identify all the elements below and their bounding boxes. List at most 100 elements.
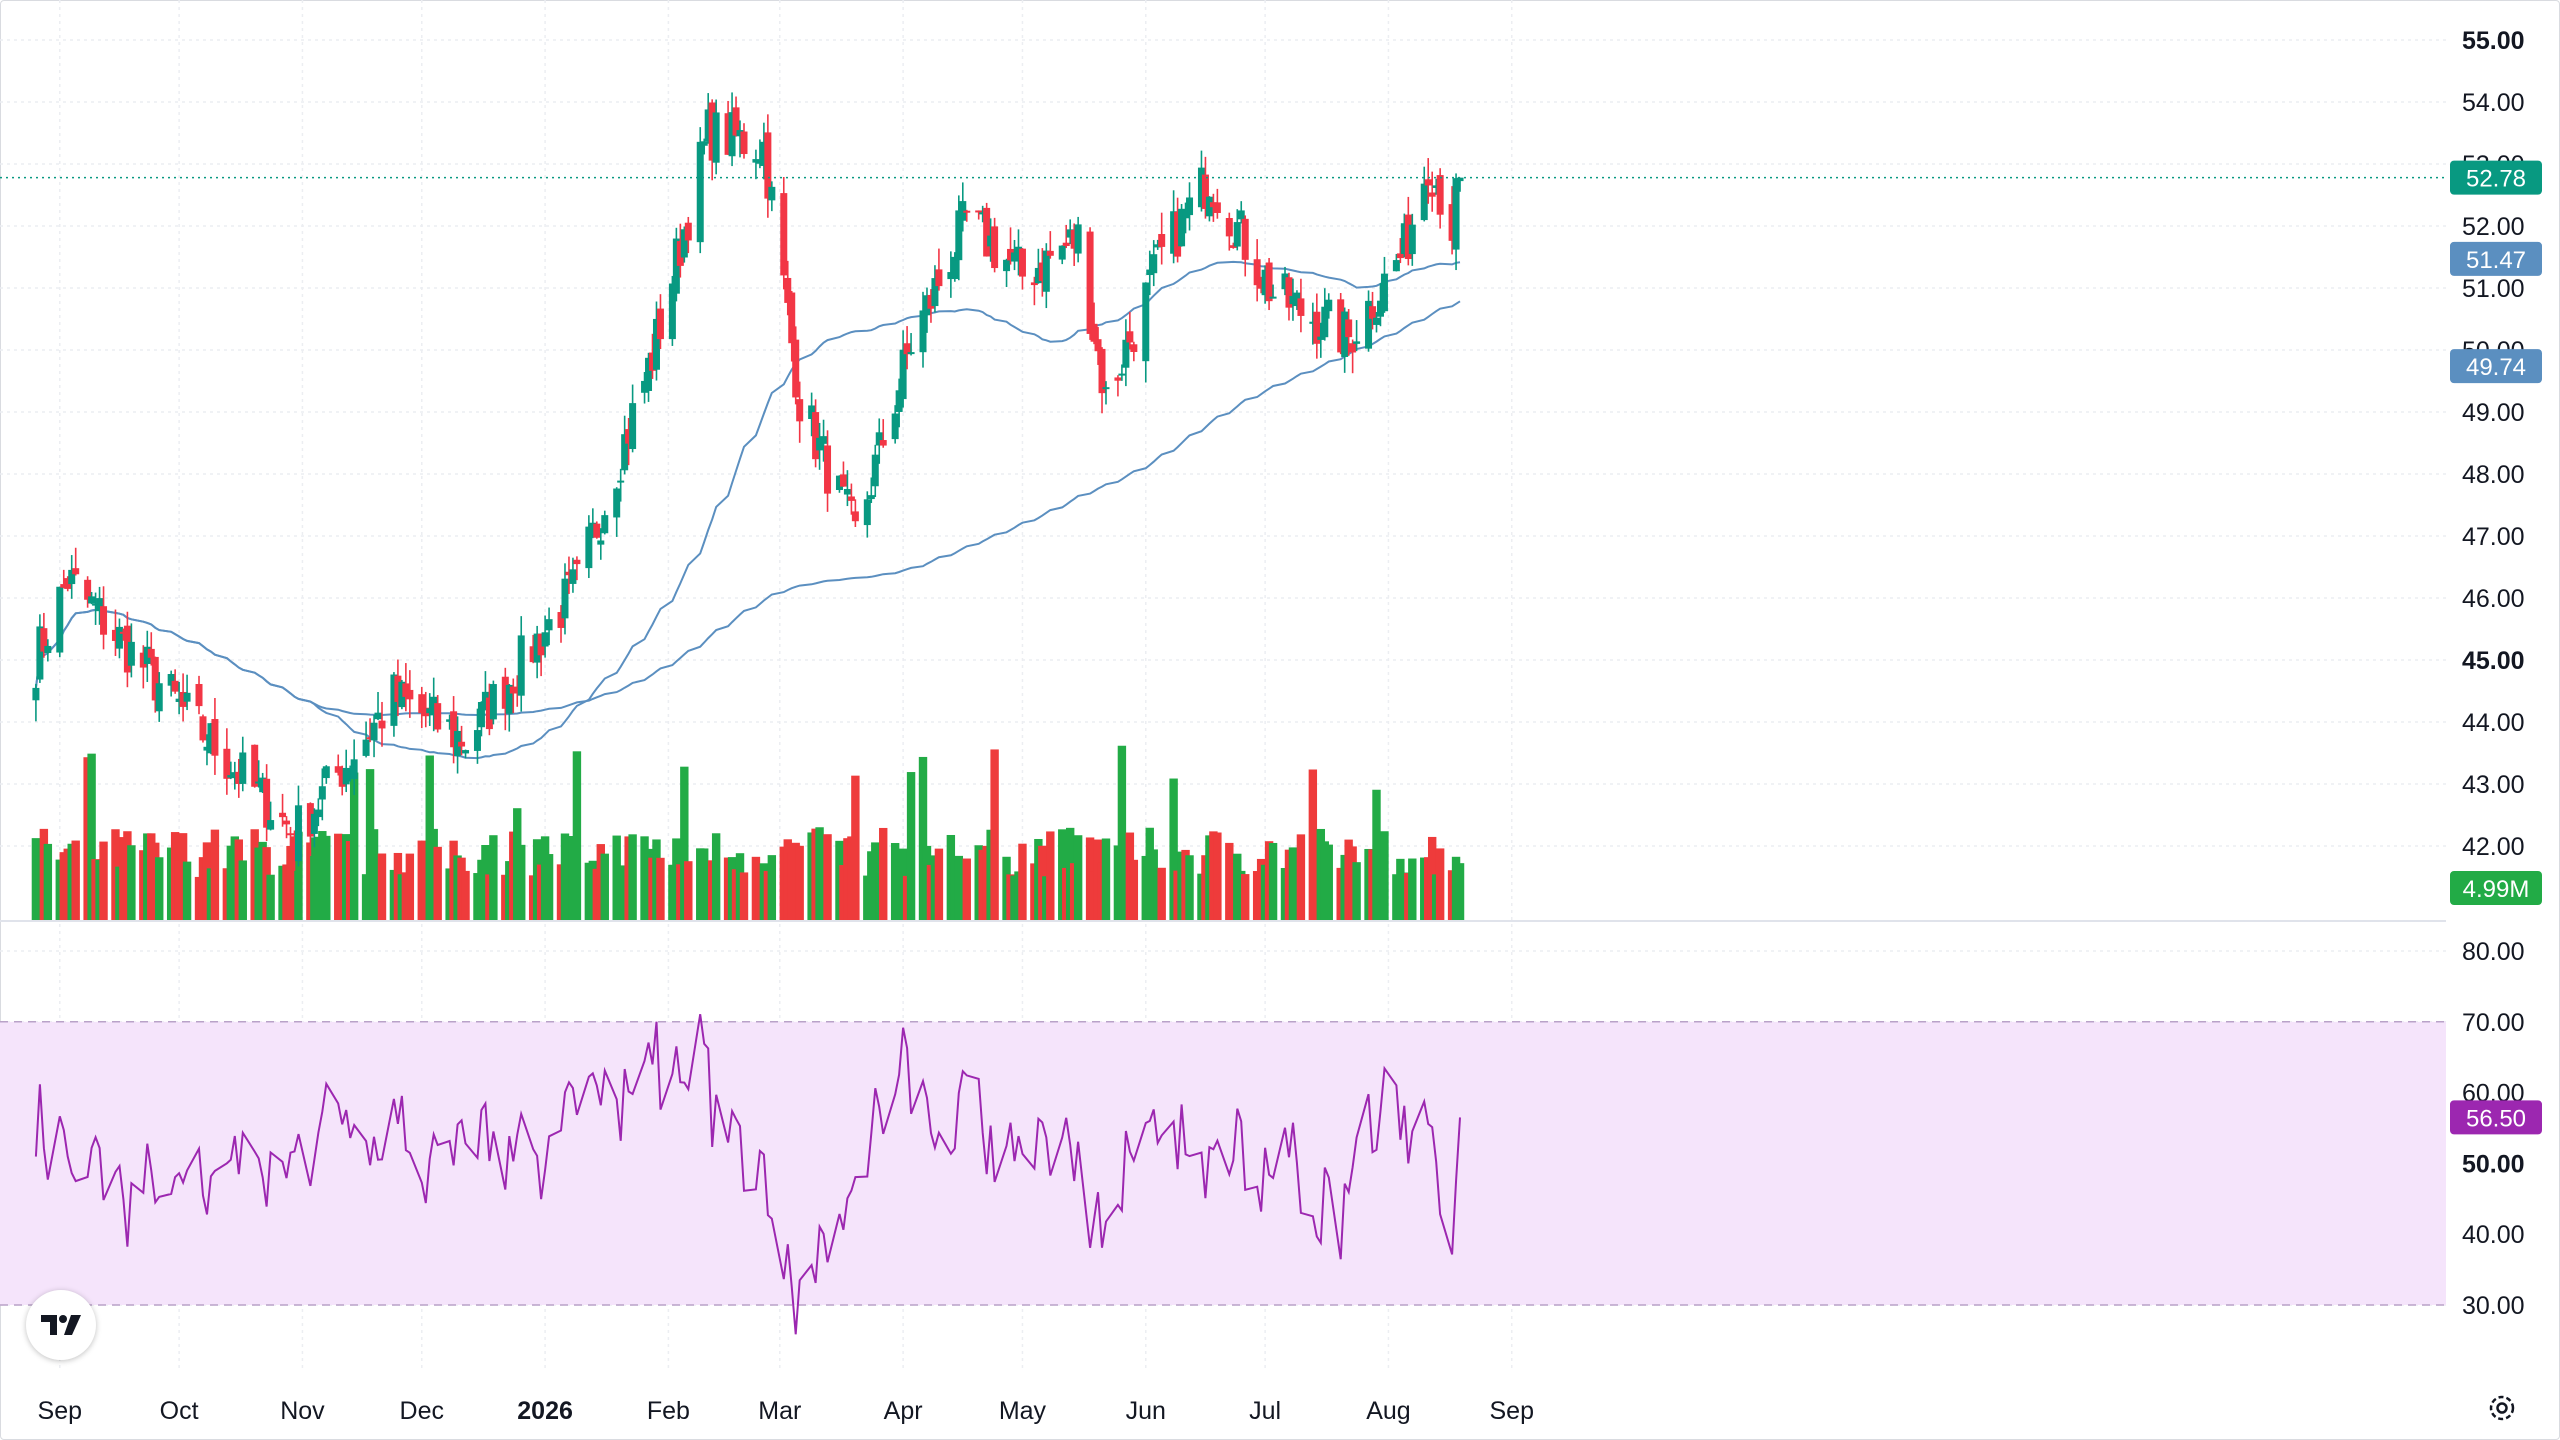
volume-bar bbox=[1455, 863, 1465, 922]
candle-body bbox=[732, 107, 740, 136]
rsi-tick-label: 80.00 bbox=[2462, 938, 2525, 966]
candle-body bbox=[255, 781, 263, 784]
price-tick-label: 48.00 bbox=[2462, 461, 2525, 489]
candle-body bbox=[1408, 224, 1416, 255]
candle-body bbox=[318, 786, 326, 800]
volume-bar bbox=[405, 853, 415, 922]
candle-body bbox=[430, 696, 438, 716]
candle-body bbox=[1146, 269, 1154, 276]
candle-body bbox=[171, 680, 179, 692]
candle-body bbox=[207, 723, 215, 754]
settings-button[interactable] bbox=[2480, 1386, 2524, 1430]
ma-fast-badge-bg bbox=[2450, 241, 2542, 276]
candle-body bbox=[1420, 183, 1428, 221]
candle-body bbox=[724, 113, 732, 155]
candle-body bbox=[569, 569, 577, 584]
candle-body bbox=[64, 578, 72, 589]
candle-body bbox=[824, 445, 832, 494]
candle-body bbox=[728, 112, 736, 157]
candle-body bbox=[263, 778, 271, 828]
candle-body bbox=[875, 432, 883, 446]
volume-bar bbox=[851, 775, 860, 922]
candle-body bbox=[1265, 262, 1273, 302]
volume-bar bbox=[155, 857, 164, 922]
price-badges: 52.78 51.47 49.74 4.99M 56.50 bbox=[2450, 160, 2542, 1135]
candle-body bbox=[1392, 260, 1400, 272]
candle-body bbox=[1074, 224, 1082, 254]
candle-body bbox=[1372, 317, 1380, 325]
candle-body bbox=[239, 752, 247, 784]
candle-body bbox=[684, 222, 692, 241]
candle-body bbox=[374, 712, 382, 720]
candle-body bbox=[839, 474, 847, 487]
candle-body bbox=[458, 741, 466, 747]
candle-body bbox=[1257, 280, 1265, 289]
candle-body bbox=[151, 656, 159, 701]
candle-body bbox=[378, 720, 386, 729]
candle-body bbox=[1150, 254, 1158, 274]
candle-body bbox=[712, 112, 720, 163]
rsi-line bbox=[34, 1014, 1461, 1335]
candle-body bbox=[736, 130, 744, 137]
candle-body bbox=[903, 343, 911, 355]
candle-body bbox=[593, 523, 601, 538]
candle-body bbox=[481, 691, 489, 709]
candle-body bbox=[617, 480, 625, 483]
candle-body bbox=[40, 628, 48, 652]
candle-body bbox=[32, 687, 40, 701]
candle-body bbox=[1209, 202, 1217, 208]
candle-body bbox=[342, 767, 350, 785]
candle-body bbox=[895, 390, 903, 412]
candle-body bbox=[1142, 282, 1150, 362]
candle-body bbox=[123, 625, 131, 673]
candle-body bbox=[517, 635, 525, 696]
candle-body bbox=[334, 766, 342, 773]
tradingview-logo[interactable] bbox=[26, 1290, 96, 1360]
candle-body bbox=[589, 522, 597, 537]
candle-body bbox=[1253, 259, 1261, 286]
candle-body bbox=[36, 626, 44, 680]
candle-body bbox=[92, 603, 100, 606]
candle-body bbox=[1289, 295, 1297, 305]
volume-bar bbox=[918, 756, 928, 922]
candle-body bbox=[1003, 259, 1011, 272]
candle-body bbox=[1229, 245, 1237, 248]
last-price-badge-label: 52.78 bbox=[2466, 166, 2526, 193]
candle-body bbox=[1325, 299, 1333, 312]
time-axis[interactable]: Sep Oct Nov Dec 2026 Feb Mar Apr May Jun Jul Aug Sep bbox=[38, 1397, 1534, 1425]
candle-body bbox=[812, 412, 820, 460]
candle-body bbox=[1233, 222, 1241, 247]
candle-body bbox=[1178, 208, 1186, 247]
time-tick-label: Mar bbox=[758, 1397, 801, 1425]
time-tick-label: Feb bbox=[647, 1397, 690, 1425]
candle-body bbox=[879, 440, 887, 446]
price-tick-label: 51.00 bbox=[2462, 275, 2525, 303]
candle-body bbox=[183, 692, 191, 702]
price-axis[interactable]: 55.0054.0053.0052.0051.0050.0049.0048.00… bbox=[2462, 27, 2525, 861]
candle-body bbox=[1321, 306, 1329, 338]
candle-body bbox=[756, 160, 764, 164]
candle-body bbox=[267, 820, 275, 830]
candle-body bbox=[907, 352, 915, 355]
candle-body bbox=[1241, 218, 1249, 260]
candle-body bbox=[1269, 296, 1277, 299]
volume-bar bbox=[934, 848, 944, 922]
candle-body bbox=[951, 256, 959, 279]
candle-body bbox=[1337, 299, 1345, 353]
candle-body bbox=[279, 812, 287, 818]
price-tick-label: 46.00 bbox=[2462, 585, 2525, 613]
candle-body bbox=[175, 698, 183, 702]
candle-body bbox=[485, 697, 493, 730]
candle-body bbox=[1018, 248, 1026, 277]
candle-body bbox=[155, 683, 163, 712]
tradingview-logo-icon bbox=[41, 1315, 81, 1335]
candle-body bbox=[501, 676, 509, 709]
candle-body bbox=[251, 744, 259, 787]
candle-body bbox=[740, 131, 748, 155]
candle-body bbox=[1030, 282, 1038, 286]
candle-body bbox=[891, 413, 899, 440]
candle-body bbox=[963, 210, 971, 213]
candle-body bbox=[752, 159, 760, 163]
candle-body bbox=[119, 631, 127, 634]
